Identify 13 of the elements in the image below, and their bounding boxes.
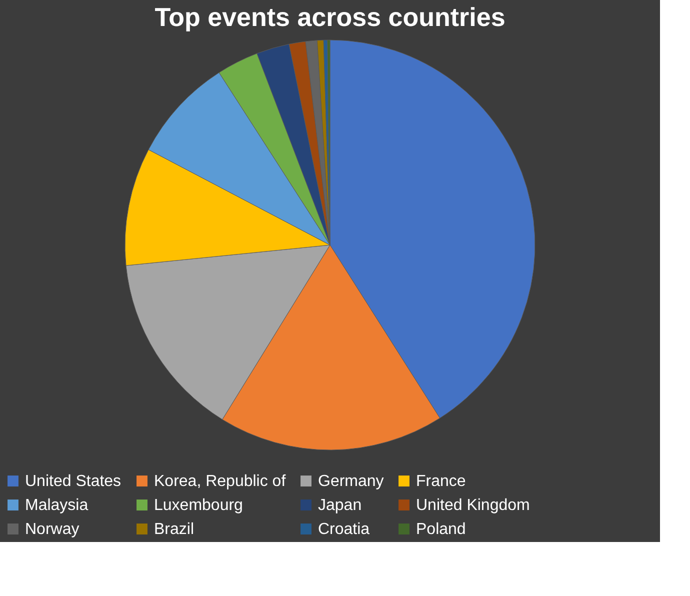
legend-label: Poland — [416, 521, 466, 538]
legend-label: Germany — [318, 473, 384, 490]
legend-label: Malaysia — [25, 497, 88, 514]
legend-label: France — [416, 473, 466, 490]
legend-label: United Kingdom — [416, 497, 530, 514]
legend-label: United States — [25, 473, 122, 490]
legend-label: Luxembourg — [154, 497, 243, 514]
legend-label: Croatia — [318, 521, 370, 538]
legend-label: Norway — [25, 521, 80, 538]
chart-title: Top events across countries — [154, 2, 506, 32]
legend-label: Korea, Republic of — [154, 473, 286, 490]
legend-label: Japan — [318, 497, 362, 514]
legend-label: Brazil — [154, 521, 194, 538]
